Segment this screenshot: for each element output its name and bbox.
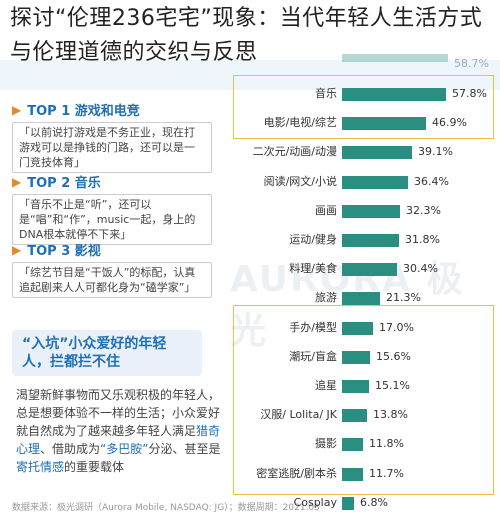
top1-quote: 「以前说打游戏是不务正业，现在打游戏可以是挣钱的门路，还可以是一门竞技体育」: [12, 122, 212, 173]
bar: [342, 263, 397, 277]
niche-hobby-heading: “入坑”小众爱好的年轻人，拦都拦不住: [12, 330, 202, 376]
top2-card: ▶ TOP 2 音乐 「音乐不止是“听”，还可以是“唱”和“作”，music一起，…: [12, 172, 212, 245]
bar-row: 追星 15.1%: [240, 376, 492, 396]
bar-value-label: 32.3%: [406, 203, 441, 217]
bar-category-label: 二次元/动画/动漫: [252, 145, 337, 159]
niche-hobby-section: “入坑”小众爱好的年轻人，拦都拦不住 渴望新鲜事物而又乐观积极的年轻人，总是想要…: [12, 330, 227, 476]
bar-value-label: 30.4%: [403, 262, 438, 276]
bar-value-label: 11.7%: [369, 466, 404, 480]
top2-quote: 「音乐不止是“听”，还可以是“唱”和“作”，music一起，身上的DNA根本就停…: [12, 194, 212, 245]
bar-category-label: Cosplay: [293, 495, 337, 509]
bar-row: 运动/健身 31.8%: [240, 230, 492, 250]
bar-category-label: 摄影: [315, 437, 337, 451]
niche-hobby-paragraph: 渴望新鲜事物而又乐观积极的年轻人，总是想要体验不一样的生活；小众爱好就自然成为了…: [16, 388, 221, 474]
bar-value-label: 31.8%: [405, 233, 440, 246]
top1-card: ▶ TOP 1 游戏和电竞 「以前说打游戏是不务正业，现在打游戏可以是挣钱的门路，…: [12, 100, 212, 173]
bar-value-label: 15.1%: [375, 379, 410, 392]
bar: [342, 467, 363, 481]
bar-category-label: 汉服/ Lolita/ JK: [260, 408, 337, 422]
bar-category-label: 密室逃脱/剧本杀: [256, 466, 337, 480]
bar-value-label: 39.1%: [418, 145, 453, 159]
bar: [342, 88, 446, 101]
bar-row: 料理/美食 30.4%: [240, 259, 492, 279]
bar-value-label: 36.4%: [414, 174, 449, 188]
bar-row: 汉服/ Lolita/ JK 13.8%: [240, 405, 492, 425]
partial-top-row: 58.7%: [240, 54, 492, 74]
bar-category-label: 潮玩/盲盒: [289, 349, 337, 363]
data-source-footer: 数据来源：极光调研（Aurora Mobile, NASDAQ: JG）；数据周…: [12, 503, 320, 513]
bar: [342, 234, 399, 247]
bar: [342, 380, 369, 393]
bar-category-label: 手办/模型: [289, 320, 337, 334]
bar-row: 旅游 21.3%: [240, 288, 492, 308]
bar-value-label: 13.8%: [373, 408, 408, 422]
bar: [342, 438, 363, 452]
bar-category-label: 音乐: [315, 87, 337, 100]
bar: [342, 175, 408, 189]
bar: [342, 321, 373, 335]
hobby-bar-chart: 58.7% 音乐 57.8% 电影/电视/综艺 46.9% 二次元/动画/动漫 39.1% 阅…: [240, 54, 492, 510]
bar-row: Cosplay 6.8%: [240, 493, 492, 513]
bar-category-label: 运动/健身: [289, 233, 337, 246]
page-title: 探讨“伦理236宅宅”现象：当代年轻人生活方式与伦理道德的交织与反思: [10, 6, 483, 65]
bar-value-label: 21.3%: [386, 291, 421, 305]
bar-row: 音乐 57.8%: [240, 84, 492, 104]
bar-row: 潮玩/盲盒 15.6%: [240, 347, 492, 367]
bar: [342, 350, 370, 364]
bar-row: 阅读/网文/小说 36.4%: [240, 172, 492, 192]
top3-quote: 「综艺节目是“干饭人”的标配，认真追起剧来人人可都化身为“磕学家”」: [12, 262, 212, 298]
bar: [342, 292, 380, 306]
bar-category-label: 旅游: [315, 291, 337, 305]
bar-category-label: 追星: [315, 379, 337, 392]
bar: [342, 409, 367, 423]
bar-value-label: 6.8%: [360, 495, 388, 509]
bar-category-label: 电影/电视/综艺: [263, 116, 337, 130]
bar-row: 电影/电视/综艺 46.9%: [240, 113, 492, 133]
bar-value-label: 17.0%: [379, 320, 414, 334]
bar-category-label: 阅读/网文/小说: [263, 174, 337, 188]
bar-row: 二次元/动画/动漫 39.1%: [240, 142, 492, 162]
top3-card: ▶ TOP 3 影视 「综艺节目是“干饭人”的标配，认真追起剧来人人可都化身为“磕…: [12, 240, 212, 298]
top-group-frame: [233, 75, 494, 139]
bar: [342, 146, 412, 160]
top2-heading: TOP 2 音乐: [27, 176, 101, 191]
bar: [342, 117, 426, 131]
bar-value-label: 15.6%: [376, 349, 411, 363]
bar-value-label: 57.8%: [452, 87, 487, 100]
arrow-icon: ▶: [12, 102, 22, 117]
bar-category-label: 画画: [315, 203, 337, 217]
bar-row: 密室逃脱/剧本杀 11.7%: [240, 464, 492, 484]
bar-value-partial: 58.7%: [454, 57, 489, 70]
bar-value-label: 46.9%: [432, 116, 467, 130]
bar-value-label: 11.8%: [369, 437, 404, 451]
bar-row: 手办/模型 17.0%: [240, 318, 492, 338]
bar-row: 摄影 11.8%: [240, 434, 492, 454]
top1-heading: TOP 1 游戏和电竞: [27, 104, 140, 119]
arrow-icon: ▶: [12, 242, 22, 257]
arrow-icon: ▶: [12, 174, 22, 189]
bar-partial: [342, 54, 448, 62]
bar-category-label: 料理/美食: [289, 262, 337, 276]
bar: [342, 204, 400, 218]
bar: [342, 496, 354, 510]
top3-heading: TOP 3 影视: [27, 244, 101, 259]
niche-group-frame: [233, 305, 494, 495]
bar-row: 画画 32.3%: [240, 201, 492, 221]
